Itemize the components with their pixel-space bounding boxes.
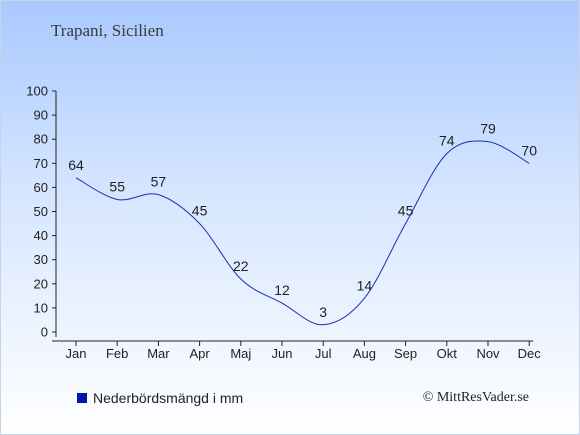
site-credit: © MittResVader.se (422, 390, 529, 405)
x-tick-label-Maj: Maj (230, 346, 251, 361)
y-tick-label-90: 90 (34, 108, 48, 123)
x-tick-label-Nov: Nov (476, 346, 500, 361)
data-label-Dec: 70 (521, 142, 537, 158)
series-line-0 (75, 140, 530, 326)
data-label-Mar: 57 (151, 174, 167, 190)
y-tick-label-60: 60 (34, 180, 48, 195)
data-label-Feb: 55 (109, 178, 125, 194)
y-tick-label-40: 40 (34, 228, 48, 243)
x-tick-label-Feb: Feb (106, 346, 128, 361)
legend-label: Nederbördsmängd i mm (93, 390, 244, 406)
x-tick-label-Sep: Sep (394, 346, 417, 361)
legend-swatch (77, 393, 87, 403)
chart-title: Trapani, Sicilien (51, 21, 164, 40)
data-label-Jan: 64 (68, 157, 84, 173)
y-tick-label-100: 100 (26, 84, 48, 99)
x-tick-label-Jan: Jan (66, 346, 87, 361)
y-tick-label-50: 50 (34, 204, 48, 219)
y-tick-label-10: 10 (34, 300, 48, 315)
y-tick-label-20: 20 (34, 276, 48, 291)
data-label-Apr: 45 (192, 203, 208, 219)
x-tick-label-Jul: Jul (315, 346, 332, 361)
y-tick-label-80: 80 (34, 132, 48, 147)
data-label-Sep: 45 (398, 203, 414, 219)
data-label-Jun: 12 (274, 282, 290, 298)
data-label-Aug: 14 (357, 277, 373, 293)
x-tick-label-Dec: Dec (518, 346, 542, 361)
data-label-Nov: 79 (480, 121, 496, 137)
y-tick-label-30: 30 (34, 252, 48, 267)
data-label-Jul: 3 (319, 304, 327, 320)
y-tick-label-70: 70 (34, 156, 48, 171)
x-tick-label-Aug: Aug (353, 346, 376, 361)
legend: Nederbördsmängd i mm (77, 390, 243, 406)
data-label-Okt: 74 (439, 133, 455, 149)
x-tick-label-Okt: Okt (437, 346, 458, 361)
x-tick-label-Mar: Mar (147, 346, 170, 361)
x-tick-label-Apr: Apr (189, 346, 210, 361)
data-label-Maj: 22 (233, 258, 249, 274)
y-tick-label-0: 0 (41, 325, 48, 340)
x-tick-label-Jun: Jun (272, 346, 293, 361)
